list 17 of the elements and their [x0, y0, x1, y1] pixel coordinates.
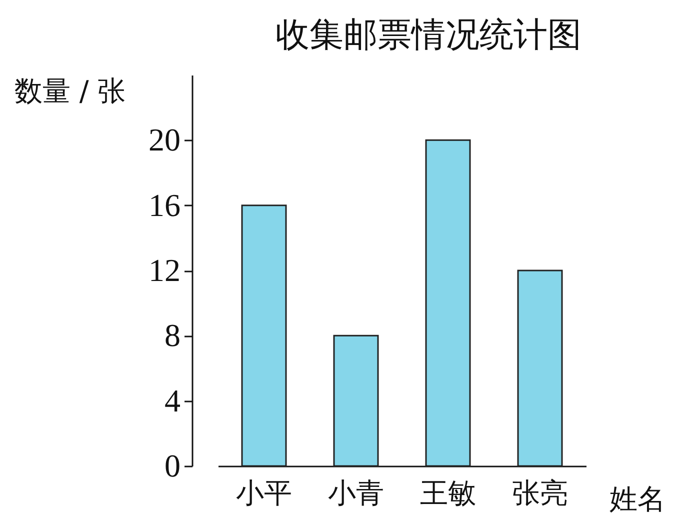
x-tick-label: 小平 [236, 476, 292, 510]
y-tick-label: 12 [148, 252, 180, 288]
bar [425, 139, 471, 467]
x-tick-label: 小青 [328, 476, 384, 510]
y-tick-label: 4 [164, 382, 180, 418]
bar [241, 204, 287, 467]
y-tick-label: 20 [148, 122, 180, 158]
y-tick-label: 0 [164, 448, 180, 484]
x-tick-label: 王敏 [420, 476, 476, 510]
chart-title: 收集邮票情况统计图 [276, 15, 582, 55]
bar [517, 270, 563, 467]
y-tick-label: 8 [164, 317, 180, 354]
y-tick-label: 16 [148, 186, 180, 223]
bar [333, 334, 379, 467]
x-axis-title: 姓名 [610, 482, 666, 516]
x-tick-label: 张亮 [512, 476, 568, 510]
y-axis-title: 数量 / 张 [14, 74, 126, 108]
